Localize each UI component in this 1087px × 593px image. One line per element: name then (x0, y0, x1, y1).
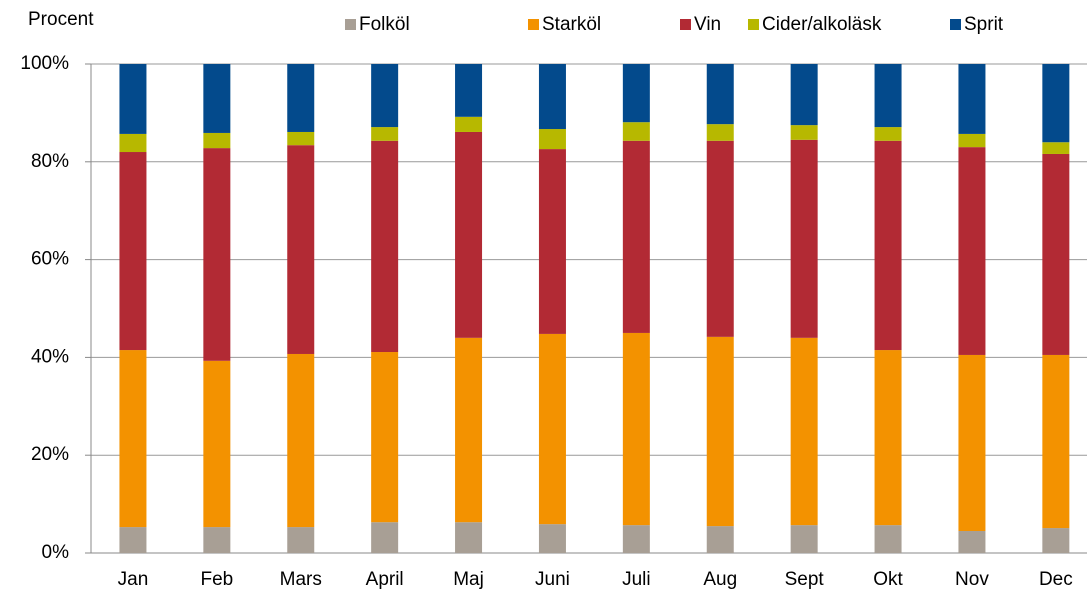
x-tick-label: Juni (535, 569, 570, 590)
bar-segment (455, 131, 483, 338)
legend-swatch (950, 19, 961, 30)
x-tick-label: Jan (118, 569, 149, 590)
bar-segment (538, 524, 566, 553)
bar-segment (203, 527, 231, 553)
y-tick-label: 80% (31, 151, 69, 172)
bar-segment (371, 127, 399, 141)
bar-segment (958, 530, 986, 553)
y-tick-label: 60% (31, 249, 69, 270)
legend-swatch (748, 19, 759, 30)
bar-segment (538, 333, 566, 525)
x-tick-label: Feb (200, 569, 233, 590)
bar-segment (538, 64, 566, 130)
bar-segment (790, 337, 818, 526)
bar-segment (287, 131, 315, 146)
legend-label: Cider/alkoläsk (762, 14, 882, 35)
bar-segment (706, 526, 734, 553)
bar-segment (455, 64, 483, 117)
legend-swatch (680, 19, 691, 30)
bar-segment (119, 527, 147, 553)
bar-segment (790, 525, 818, 553)
bar-segment (119, 152, 147, 351)
y-tick-label: 100% (20, 53, 69, 74)
bar-segment (287, 353, 315, 528)
x-tick-label: Mars (280, 569, 322, 590)
bar-segment (1042, 142, 1070, 154)
bar-segment (874, 64, 902, 128)
bar-segment (874, 350, 902, 526)
bar-segment (203, 64, 231, 133)
legend-label: Starköl (542, 14, 601, 35)
legend-swatch (345, 19, 356, 30)
bar-segment (706, 124, 734, 141)
y-tick-label: 40% (31, 346, 69, 367)
x-tick-label: Nov (955, 569, 989, 590)
bar-segment (287, 527, 315, 553)
bar-segment (455, 337, 483, 523)
x-tick-label: April (366, 569, 404, 590)
bar-segment (287, 64, 315, 132)
bar-segment (622, 525, 650, 553)
bar-segment (119, 133, 147, 153)
y-axis-label: Procent (28, 9, 94, 30)
bar-segment (1042, 153, 1070, 355)
x-tick-label: Okt (873, 569, 903, 590)
bar-segment (622, 64, 650, 123)
legend-label: Vin (694, 14, 721, 35)
bar-segment (1042, 64, 1070, 143)
bar-segment (874, 140, 902, 351)
bar-segment (119, 350, 147, 528)
bar-segment (1042, 354, 1070, 529)
x-tick-label: Dec (1039, 569, 1073, 590)
bar-segment (790, 125, 818, 140)
bar-segment (203, 132, 231, 149)
bar-segment (622, 140, 650, 333)
bar-segment (287, 145, 315, 354)
x-tick-label: Juli (622, 569, 651, 590)
bar-segment (203, 360, 231, 528)
x-tick-label: Aug (703, 569, 737, 590)
bar-segment (203, 148, 231, 361)
bar-segment (790, 64, 818, 126)
bar-segment (119, 64, 147, 134)
bar-segment (958, 64, 986, 134)
bar-segment (706, 140, 734, 337)
bar-segment (455, 522, 483, 553)
bar-segment (622, 122, 650, 141)
bar-segment (958, 133, 986, 148)
legend-swatch (528, 19, 539, 30)
bar-segment (371, 522, 399, 553)
bar-segment (371, 140, 399, 353)
bar-segment (538, 129, 566, 150)
y-tick-label: 0% (42, 542, 70, 563)
y-tick-label: 20% (31, 444, 69, 465)
bar-segment (706, 336, 734, 527)
bar-segment (371, 64, 399, 128)
x-tick-label: Sept (785, 569, 825, 590)
bar-segment (874, 525, 902, 553)
bar-segment (790, 139, 818, 338)
bar-segment (958, 147, 986, 355)
legend-label: Sprit (964, 14, 1004, 35)
bar-segment (538, 149, 566, 334)
legend-label: Folköl (359, 14, 410, 35)
bar-segment (371, 352, 399, 523)
bar-segment (706, 64, 734, 125)
x-tick-label: Maj (453, 569, 484, 590)
bar-segment (622, 332, 650, 526)
bar-segment (958, 354, 986, 531)
bar-segment (455, 116, 483, 132)
bar-segment (874, 127, 902, 141)
bar-segment (1042, 528, 1070, 553)
